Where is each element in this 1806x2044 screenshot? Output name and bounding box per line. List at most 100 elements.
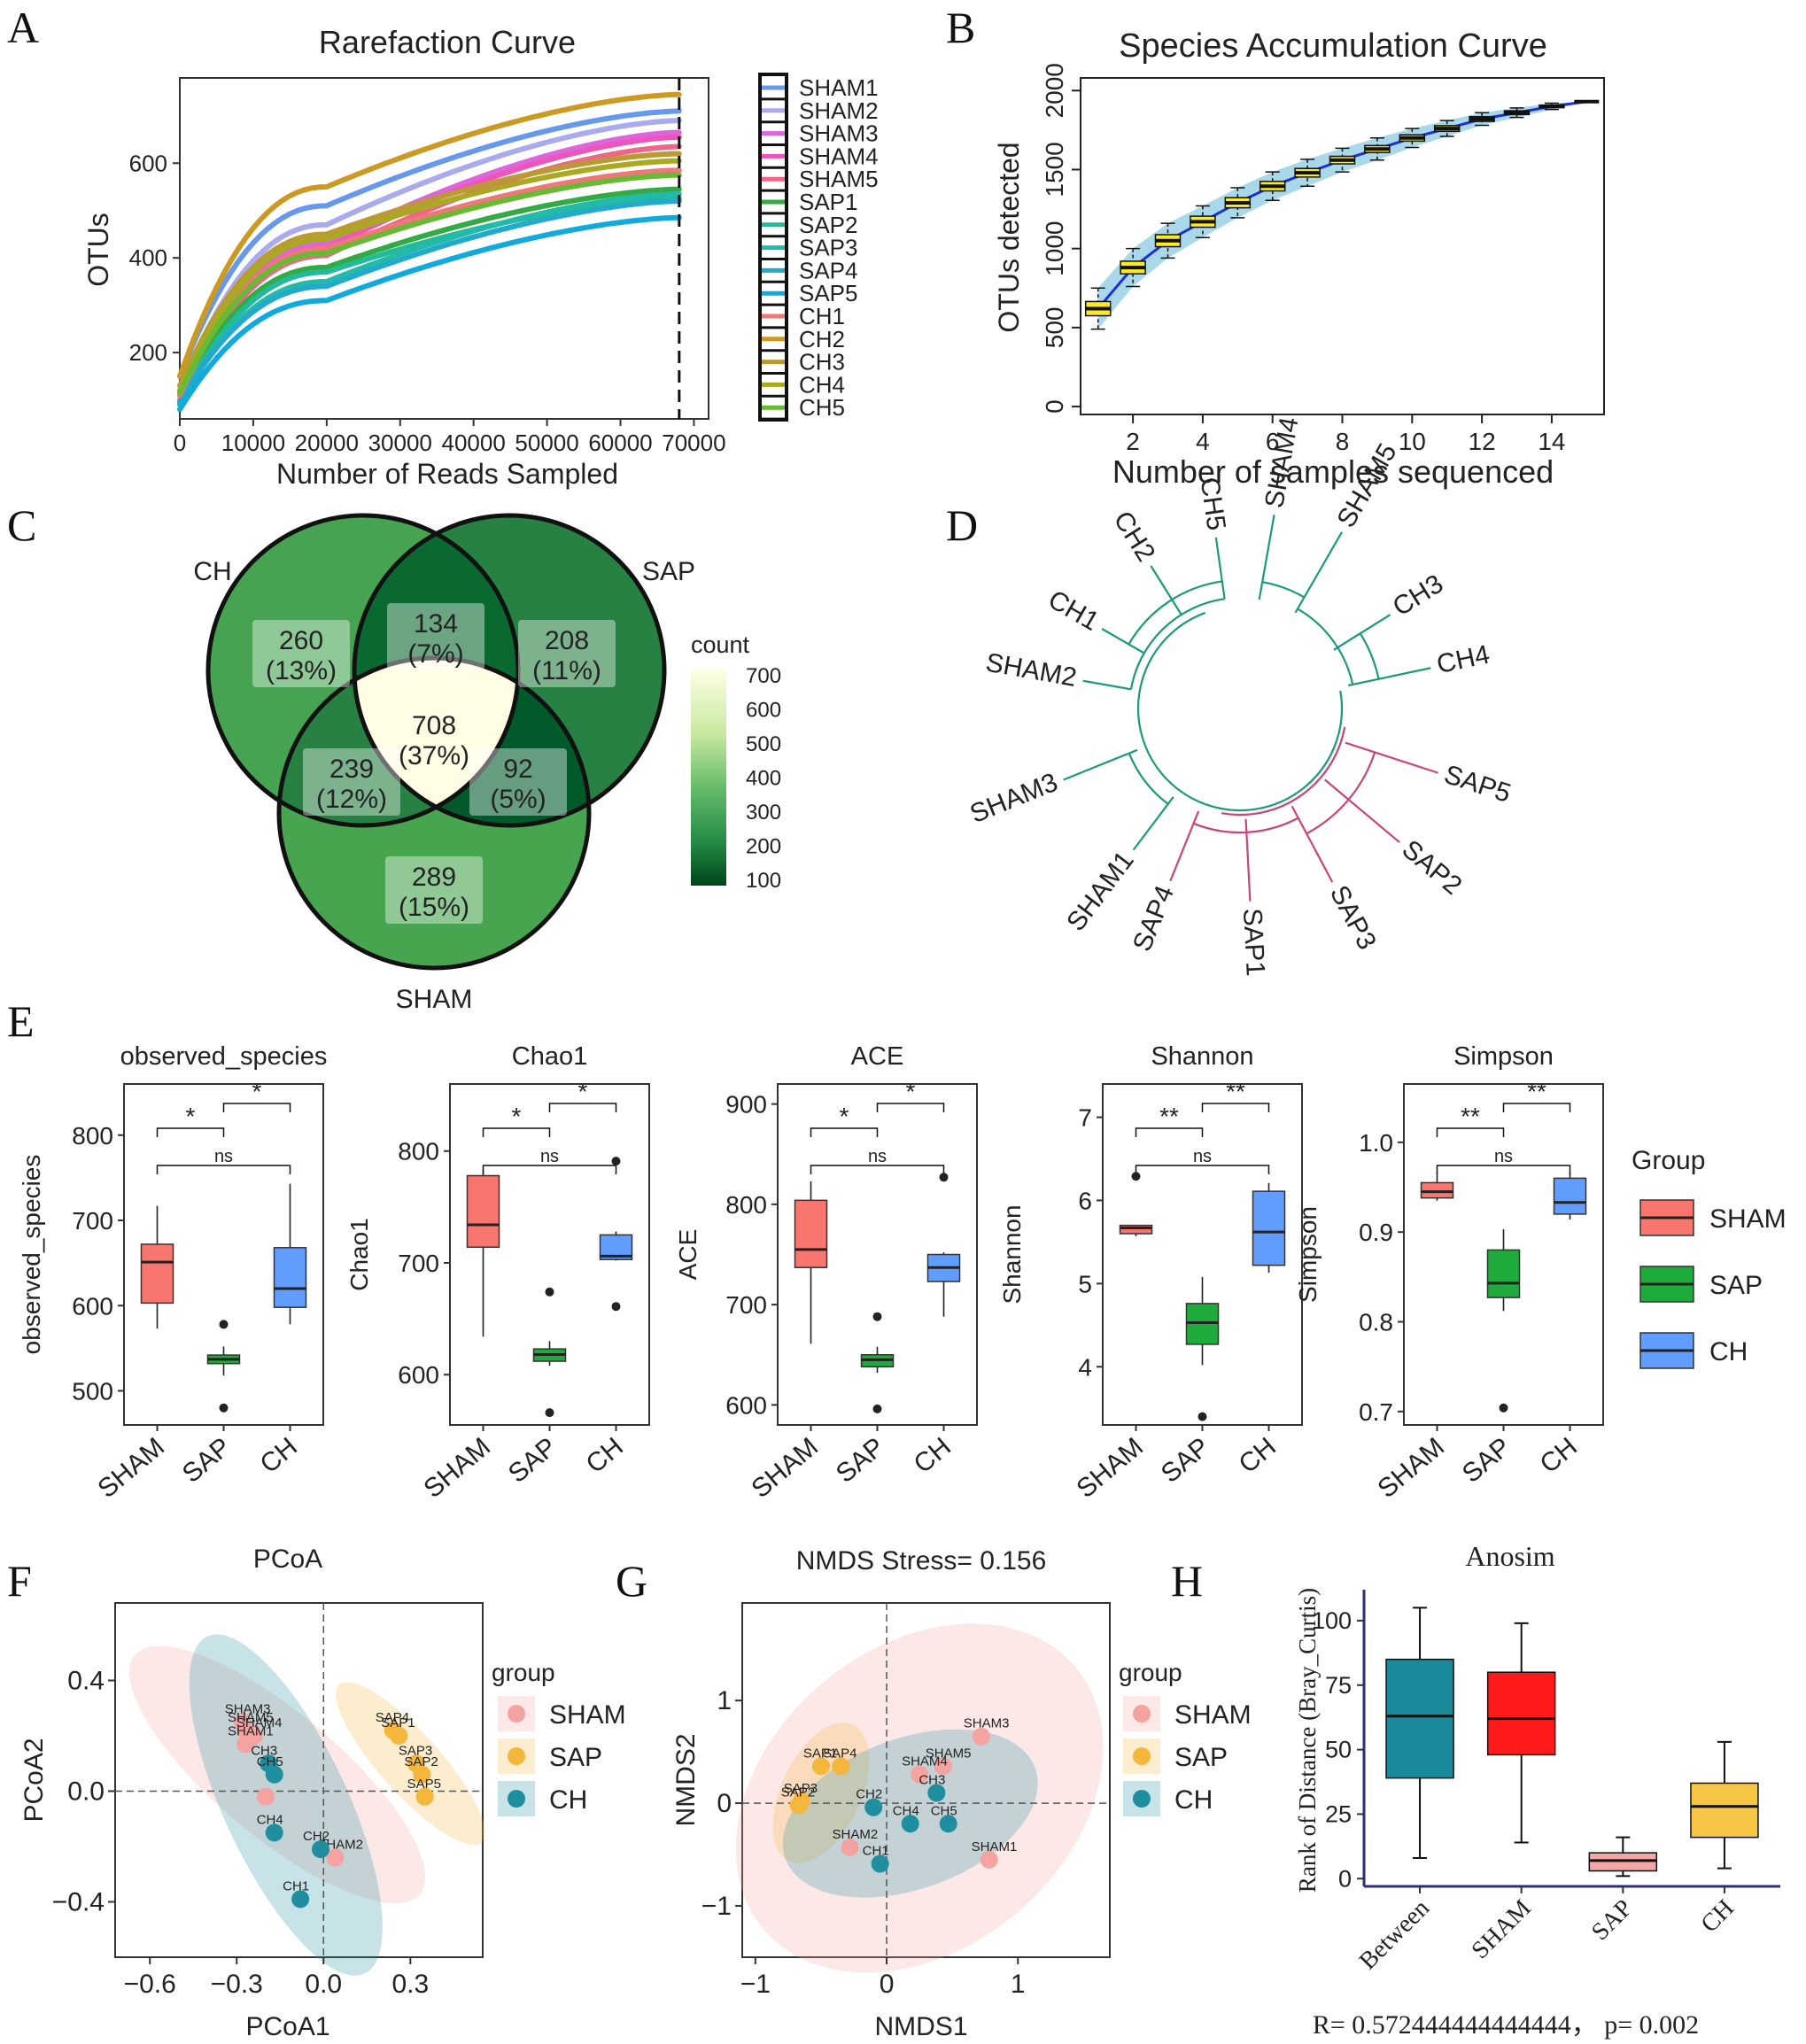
legend-label-sham1: SHAM1 [799,74,879,101]
x-tick-label: SAP [1586,1894,1638,1946]
significance-label: * [512,1103,522,1130]
legend-key-sham [508,1705,525,1723]
outlier [611,1157,621,1166]
y-tick-label: 0 [1041,399,1068,414]
tree-clade-arc [1128,580,1222,646]
nmds-point-label: SAP2 [781,1785,815,1800]
pcoa-x-label: PCoA1 [245,2012,329,2041]
rarefaction-curve-ch1 [177,167,682,399]
rarefaction-title: Rarefaction Curve [319,24,576,60]
alpha-title-shannon: Shannon [1151,1042,1253,1071]
pcoa-point-label: CH1 [283,1878,309,1893]
nmds-title: NMDS Stress= 0.156 [796,1546,1047,1576]
significance-label: * [840,1103,849,1130]
pcoa-point-label: SAP1 [381,1715,415,1730]
y-tick-label: 500 [1041,307,1068,349]
box-ch [273,1247,307,1308]
panel-letter-f: F [7,1556,32,1606]
venn-circle-ch [205,513,521,828]
accumulation-box-3 [1154,222,1182,259]
x-tick-label: 60000 [588,430,652,456]
accumulation-confidence-band [1097,101,1587,329]
x-tick-label: CH [1234,1432,1282,1479]
x-tick-label: CH [1695,1894,1739,1938]
legend-label-ch5: CH5 [799,394,845,421]
tree-leaf-sap2: SAP2 [1397,834,1468,901]
nmds-point-label: SHAM3 [964,1716,1010,1731]
tree-sap-clade-arc [1221,726,1346,817]
venn-count-sap_sham: 92 [503,755,532,784]
outlier [939,1173,949,1182]
pcoa-legend: SHAM SAP CH [498,1696,626,1816]
pcoa-point-sap5 [415,1787,434,1806]
box-ch [1252,1190,1286,1266]
outlier [611,1302,621,1312]
tree-leaf-sham2: SHAM2 [983,648,1079,693]
accumulation-boxes [1084,99,1600,330]
pcoa-point-label: SHAM4 [236,1715,283,1730]
outlier [545,1408,554,1418]
alpha-panel-shannon: Shannon ** ** ns SHAM SAP CH 4 5 6 7 Shannon [998,1042,1303,1504]
panel-letter-c: C [7,500,36,550]
nmds-ellipse-sap [772,1723,870,1863]
y-tick-label: 0.9 [1359,1219,1393,1246]
legend-label-ch4: CH4 [799,371,845,398]
panel-letter-e: E [7,996,35,1046]
y-tick-label: 25 [1325,1800,1352,1827]
nmds-point-label: CH4 [893,1803,919,1818]
rarefaction-curve-sham2 [177,118,682,393]
tree-leaf-ch1: CH1 [1043,585,1104,637]
significance-label: ** [1159,1103,1179,1130]
rarefaction-curve-ch5 [177,172,682,396]
y-tick-label: 2000 [1041,63,1068,118]
anosim-statistics: R= 0.572444444444444， p= 0.002 [1313,2010,1699,2040]
legend-label-sap4: SAP4 [799,257,858,283]
y-tick-label: 800 [72,1122,113,1150]
x-tick-label: CH [909,1432,957,1479]
nmds-point-label: SAP3 [784,1781,818,1796]
panel-f: F PCoA SHAM3SHAM5SHAM4SHAM1SHAM2SAP4SAP1… [7,1545,626,2041]
rarefaction-x-ticks: 0 10000 20000 30000 40000 50000 60000 70000 [174,419,726,456]
x-tick-label: 10 [1399,428,1426,455]
nmds-point-ch4 [901,1815,919,1833]
accumulation-box-11 [1433,120,1461,137]
nmds-point-sham2 [841,1838,859,1856]
accumulation-title: Species Accumulation Curve [1119,27,1547,65]
significance-label: ns [1494,1147,1513,1166]
nmds-point-sham4 [911,1765,929,1784]
significance-bracket [1135,1127,1204,1137]
pcoa-point-label: CH5 [257,1754,283,1769]
x-tick-label: 14 [1538,428,1565,455]
nmds-point-sham1 [980,1850,998,1869]
x-tick-label: 70000 [662,430,725,456]
legend-label-sap: SAP [1709,1271,1763,1300]
tree-leaf-sap3: SAP3 [1324,881,1382,955]
panel-letter-b: B [946,3,975,52]
venn-percent-ch_only: (13%) [266,656,337,685]
alpha-title-chao1: Chao1 [512,1042,587,1071]
tree-leaf-sap1: SAP1 [1237,908,1270,977]
tree-leaf-labels: SHAM4 SHAM5CH3CH4SAP5SAP2SAP3SAP1SAP4SHAM… [966,415,1515,978]
significance-bracket [1201,1103,1270,1112]
x-tick-label: SAP [503,1432,562,1489]
panel-a: A Rarefaction Curve 200 400 600 0 10000 2000… [7,3,879,490]
legend-label-sham: SHAM [1174,1700,1252,1730]
x-tick-label: SHAM [1071,1432,1149,1504]
alpha-y-label: Shannon [998,1204,1026,1304]
y-tick-label: 600 [129,150,167,176]
significance-label: ns [214,1147,233,1166]
y-tick-label: 600 [72,1292,113,1320]
pcoa-point-sap1 [390,1727,408,1745]
tree-branch-ch1 [1101,628,1145,654]
y-tick-label: 200 [129,339,167,366]
tree-branch-sap5 [1345,741,1438,774]
x-tick-label: 20000 [295,430,359,456]
y-tick-label: 0.0 [67,1777,105,1807]
venn-count-ch_only: 260 [279,626,323,655]
significance-label: ** [1527,1078,1546,1105]
x-tick-label: 0.0 [305,1970,342,1999]
nmds-point-sap2 [789,1796,808,1815]
venn-count-sham_only: 289 [412,863,456,892]
venn-count-ch_sham: 239 [329,755,374,784]
accumulation-box-8 [1329,147,1356,173]
